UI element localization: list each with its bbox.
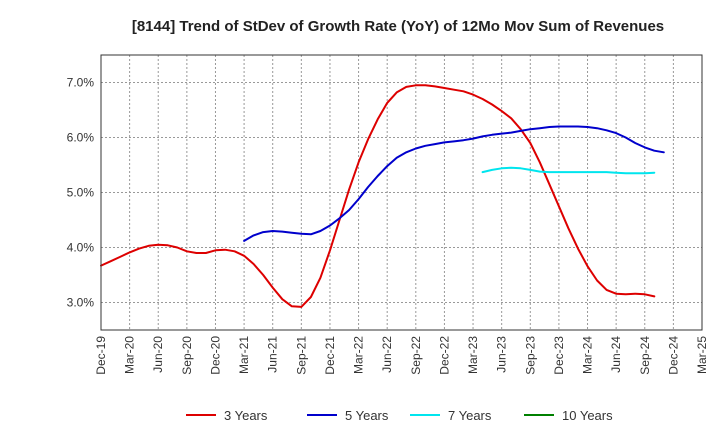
series-line-7-years	[481, 166, 656, 175]
plot-frame	[100, 54, 703, 331]
x-tick-label: Mar-24	[581, 336, 595, 374]
y-tick-label: 3.0%	[67, 296, 95, 310]
legend-label-7-years: 7 Years	[448, 408, 492, 423]
series-lines	[100, 84, 665, 308]
y-tick-label: 5.0%	[67, 186, 95, 200]
legend-label-3-years: 3 Years	[224, 408, 268, 423]
series-line-5-years	[243, 125, 665, 242]
axes: 3.0% 4.0% 5.0% 6.0% 7.0% Dec-19 Mar-20 Jun-20 Se…	[67, 54, 709, 375]
legend-label-10-years: 10 Years	[562, 408, 613, 423]
x-tick-label: Mar-20	[123, 336, 137, 374]
x-tick-label: Dec-19	[94, 336, 108, 375]
x-tick-label: Sep-22	[409, 336, 423, 375]
x-tick-label: Dec-20	[208, 336, 222, 375]
legend-label-5-years: 5 Years	[345, 408, 389, 423]
x-tick-label: Mar-22	[352, 336, 366, 374]
x-tick-label: Sep-24	[638, 336, 652, 375]
chart-title: [8144] Trend of StDev of Growth Rate (Yo…	[132, 18, 664, 35]
x-tick-label: Jun-22	[380, 336, 394, 373]
x-tick-label: Mar-25	[695, 336, 709, 374]
x-tick-label: Sep-20	[180, 336, 194, 375]
x-tick-label: Mar-21	[237, 336, 251, 374]
x-tick-label: Sep-21	[294, 336, 308, 375]
x-tick-label: Mar-23	[466, 336, 480, 374]
x-tick-label: Sep-23	[523, 336, 537, 375]
series-line-3-years	[100, 84, 656, 308]
x-tick-label: Jun-21	[266, 336, 280, 373]
legend: 3 Years 5 Years 7 Years 10 Years	[186, 408, 613, 423]
y-tick-label: 4.0%	[67, 241, 95, 255]
y-tick-label: 7.0%	[67, 76, 95, 90]
x-tick-label: Dec-24	[666, 336, 680, 375]
x-tick-label: Jun-23	[495, 336, 509, 373]
x-tick-label: Dec-21	[323, 336, 337, 375]
x-tick-label: Jun-20	[151, 336, 165, 373]
gridlines	[100, 55, 703, 330]
x-tick-label: Jun-24	[609, 336, 623, 373]
x-tick-label: Dec-23	[552, 336, 566, 375]
x-tick-label: Dec-22	[437, 336, 451, 375]
y-tick-label: 6.0%	[67, 131, 95, 145]
